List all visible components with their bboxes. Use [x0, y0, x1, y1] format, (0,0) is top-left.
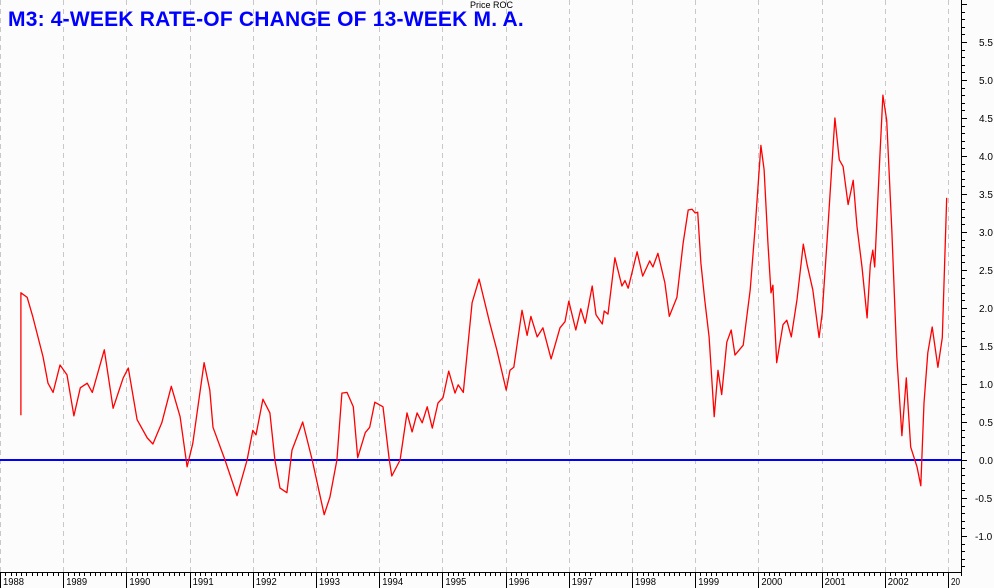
x-tick-label: 1998 [635, 577, 656, 588]
x-tick-label: 1989 [66, 577, 87, 588]
x-tick-label: 1997 [572, 577, 593, 588]
y-tick-label: 1.5 [979, 342, 993, 353]
y-tick-label: 2.0 [979, 304, 993, 315]
x-tick-label: 1999 [698, 577, 719, 588]
x-tick-label: 1996 [509, 577, 530, 588]
x-tick-label: 1988 [3, 577, 24, 588]
y-tick-label: 0.5 [979, 418, 993, 429]
y-tick-label: 4.5 [979, 114, 993, 125]
y-tick-label: 2.5 [979, 266, 993, 277]
y-tick-label: 5.5 [979, 38, 993, 49]
y-tick-label: 5.0 [979, 76, 993, 87]
y-tick-label: 3.0 [979, 228, 993, 239]
chart-title: M3: 4-WEEK RATE-OF CHANGE OF 13-WEEK M. … [8, 8, 524, 31]
x-tick-label: 1990 [129, 577, 150, 588]
y-tick-label: 3.5 [979, 190, 993, 201]
y-tick-label: 1.0 [979, 380, 993, 391]
x-tick-label: 2001 [825, 577, 846, 588]
x-tick-label: 1993 [319, 577, 340, 588]
x-tick-label: 1991 [193, 577, 214, 588]
y-tick-label: -1.0 [975, 532, 993, 543]
x-tick-label: 1994 [382, 577, 403, 588]
x-tick-label: 2000 [761, 577, 782, 588]
x-tick-label: 1992 [256, 577, 277, 588]
y-tick-label: 4.0 [979, 152, 993, 163]
y-tick-label: -0.5 [975, 494, 993, 505]
x-tick-label: 2002 [888, 577, 909, 588]
y-tick-label: 0.0 [979, 456, 993, 467]
x-tick-label: 20 [951, 577, 960, 588]
chart-subtitle: Price ROC [470, 0, 514, 10]
series-line-m3-roc [20, 94, 948, 516]
x-tick-label: 1995 [445, 577, 466, 588]
